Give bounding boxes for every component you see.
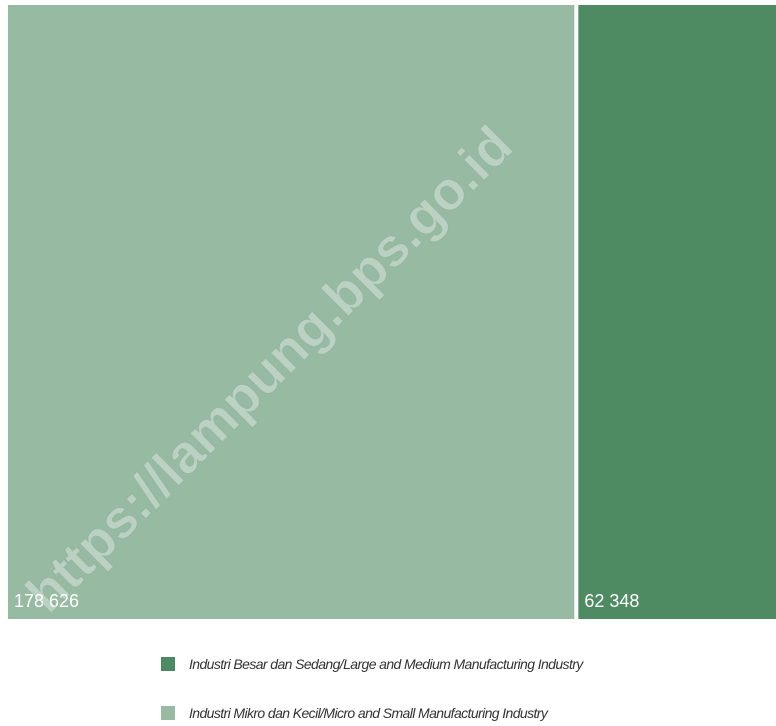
treemap-cell [578,5,776,619]
legend-label: Industri Mikro dan Kecil/Micro and Small… [189,705,549,721]
treemap: 178 626 62 348 [8,5,776,619]
legend-label: Industri Besar dan Sedang/Large and Medi… [189,656,584,672]
legend: Industri Besar dan Sedang/Large and Medi… [161,656,585,721]
treemap-cell [8,5,575,619]
value-label: 62 348 [584,591,639,611]
legend-swatch [161,706,175,720]
value-label: 178 626 [14,591,79,611]
legend-swatch [161,657,175,671]
